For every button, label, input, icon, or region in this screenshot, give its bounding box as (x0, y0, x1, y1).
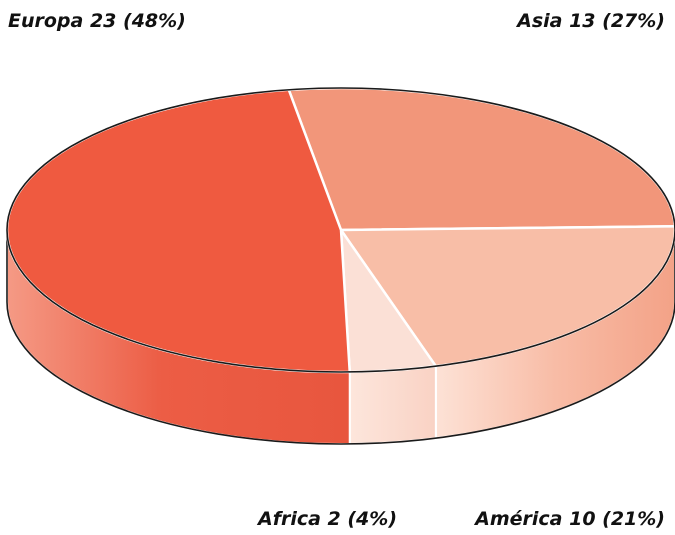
pie-tops (5, 86, 675, 374)
pie-rim-outline (6, 230, 675, 445)
pie-sides (6, 229, 675, 445)
pie-slice-asia (287, 86, 675, 232)
pie-top-outline (6, 87, 675, 373)
slice-label-europa: Europa 23 (48%) (8, 10, 186, 32)
slice-label-asia: Asia 13 (27%) (517, 10, 665, 32)
slice-label-africa: Africa 2 (4%) (257, 508, 397, 530)
pie-side-africa (348, 365, 437, 445)
slice-label-america: América 10 (21%) (475, 508, 665, 530)
